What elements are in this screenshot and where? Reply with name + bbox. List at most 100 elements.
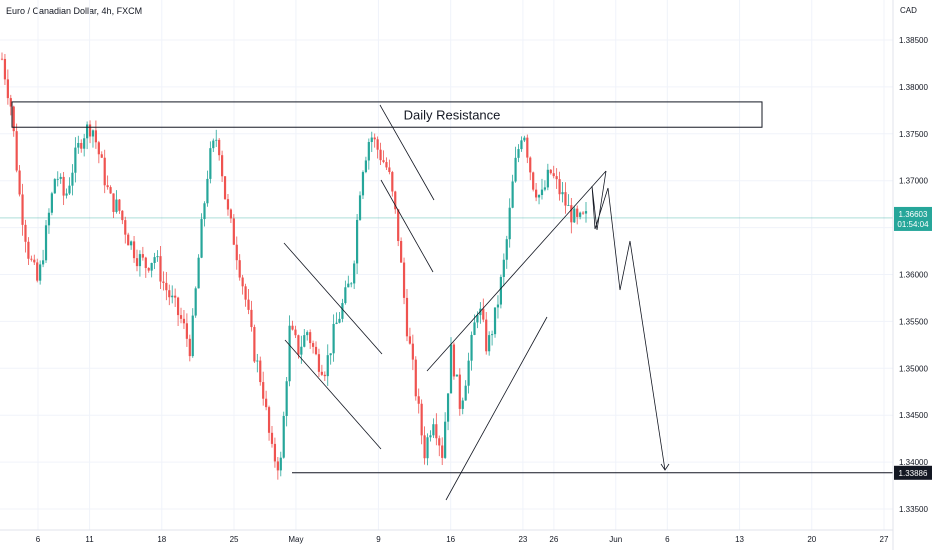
y-tick-label: 1.34000 — [899, 458, 928, 467]
candle-body — [435, 424, 438, 439]
candle-body — [520, 140, 523, 150]
candle-body — [382, 160, 385, 163]
candle-body — [394, 191, 397, 210]
candle-body — [517, 149, 520, 158]
candle-body — [285, 381, 288, 416]
candle-body — [265, 398, 268, 408]
x-tick-label: Jun — [609, 535, 622, 544]
candle-body — [232, 218, 235, 245]
candle-body — [303, 335, 306, 347]
candle-body — [464, 385, 467, 401]
candle-body — [53, 179, 56, 194]
candle-body — [165, 282, 168, 291]
candle-body — [502, 259, 505, 277]
y-tick-label: 1.36000 — [899, 271, 928, 280]
candle-body — [441, 445, 444, 458]
candle-body — [397, 209, 400, 242]
candle-body — [288, 325, 291, 382]
candle-body — [109, 187, 112, 194]
candle-body — [370, 137, 373, 143]
candle-body — [353, 263, 356, 284]
candle-body — [579, 212, 582, 217]
candle-body — [179, 315, 183, 319]
candle-body — [282, 415, 285, 458]
currency-label: CAD — [900, 6, 917, 15]
candle-body — [50, 193, 53, 213]
candle-body — [115, 199, 118, 212]
candle-body — [171, 295, 174, 298]
candle-body — [212, 140, 215, 149]
candle-body — [432, 424, 435, 436]
candle-body — [203, 203, 206, 220]
candle-body — [56, 178, 59, 180]
drawings: Daily Resistance — [11, 101, 893, 501]
x-tick-label: 26 — [549, 535, 558, 544]
candle-body — [535, 189, 538, 198]
candle-body — [496, 304, 500, 308]
candle-body — [294, 329, 297, 336]
y-tick-label: 1.35500 — [899, 317, 928, 326]
candle-body — [444, 421, 447, 458]
candle-body — [311, 343, 315, 347]
candle-body — [317, 354, 321, 372]
candle-body — [291, 325, 294, 330]
candle-body — [358, 195, 362, 220]
candle-body — [270, 432, 274, 444]
candle-body — [162, 281, 165, 283]
candle-body — [391, 172, 394, 192]
candle-body — [18, 170, 21, 195]
candle-body — [300, 346, 303, 355]
y-tick-label: 1.38000 — [899, 83, 928, 92]
y-tick-label: 1.33500 — [899, 505, 928, 514]
candle-body — [423, 435, 426, 459]
candle-body — [417, 396, 420, 404]
candle-body — [141, 254, 144, 258]
candle-body — [344, 287, 347, 304]
candle-body — [329, 353, 332, 356]
x-axis: 6 11 18 25 May 9 16 23 26 Jun 6 13 20 27 — [0, 529, 893, 544]
candle-body — [543, 187, 547, 190]
candle-body — [552, 173, 555, 177]
candle-body — [561, 192, 564, 195]
candle-body — [335, 322, 338, 324]
candle-body — [244, 286, 247, 300]
candle-body — [420, 403, 423, 436]
candle-body — [493, 307, 497, 335]
daily-resistance-zone — [11, 101, 763, 128]
candle-body — [226, 199, 230, 210]
candle-body — [150, 262, 153, 271]
candle-body — [523, 137, 526, 141]
candle-body — [27, 241, 30, 259]
candle-body — [332, 323, 335, 354]
candle-body — [267, 407, 271, 433]
candle-body — [176, 297, 180, 316]
candle-body — [564, 192, 567, 206]
candle-body — [159, 256, 162, 282]
channel2-line-upper — [379, 104, 435, 201]
candle-body — [221, 155, 224, 177]
candle-body — [100, 154, 103, 158]
candle-body — [438, 438, 441, 446]
candle-body — [400, 241, 403, 263]
candle-body — [320, 371, 323, 375]
x-tick-label: May — [288, 535, 303, 544]
candle-body — [30, 258, 33, 260]
candle-body — [144, 257, 147, 268]
candle-body — [36, 262, 39, 281]
candles — [0, 52, 588, 480]
candle-body — [206, 178, 209, 204]
candle-body — [581, 212, 585, 214]
candle-body — [174, 295, 177, 298]
candle-body — [94, 130, 98, 143]
candle-body — [209, 148, 212, 179]
candle-body — [182, 318, 186, 324]
candle-body — [490, 334, 494, 336]
candle-body — [476, 315, 479, 323]
candle-body — [549, 169, 552, 174]
candle-body — [256, 360, 259, 362]
candle-body — [124, 220, 127, 235]
projection-arrow-head — [660, 463, 670, 471]
y-tick-label: 1.37000 — [899, 177, 928, 186]
